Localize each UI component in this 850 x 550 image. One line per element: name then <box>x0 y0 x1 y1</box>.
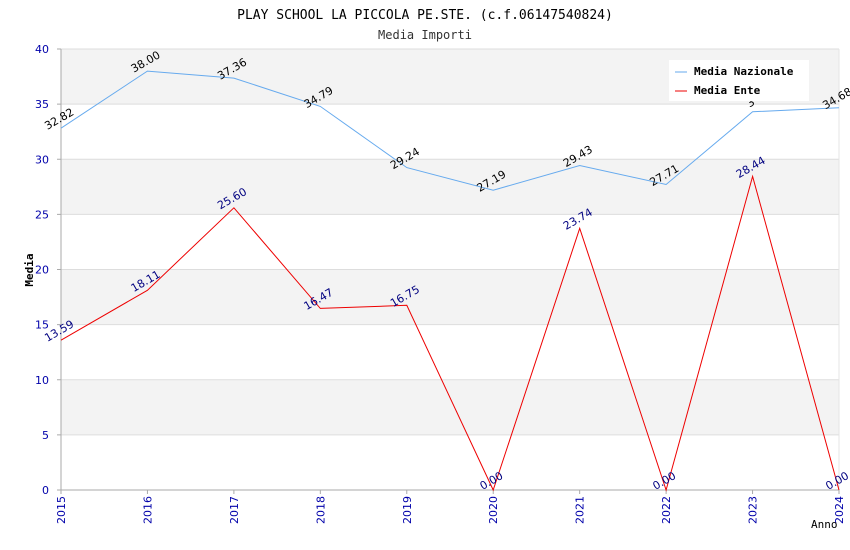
chart-subtitle: Media Importi <box>378 28 472 42</box>
y-tick-label: 20 <box>35 264 49 277</box>
x-tick-label: 2021 <box>574 496 587 524</box>
axes: 0 5 10 15 20 25 30 35 40 2015 2016 2017 2018 2019 2020… <box>35 43 846 524</box>
plot-band <box>61 269 839 325</box>
y-tick-label: 5 <box>42 429 49 442</box>
x-tick-label: 2019 <box>401 496 414 524</box>
x-tick-label: 2015 <box>55 496 68 524</box>
series-line-media-ente <box>60 174 840 492</box>
x-tick-label: 2017 <box>228 496 241 524</box>
plot-band <box>61 379 839 435</box>
series-lines <box>60 70 840 492</box>
data-label: 0.00 <box>478 469 506 493</box>
y-tick-label: 35 <box>35 98 49 111</box>
x-tick-label: 2020 <box>487 496 500 524</box>
series-line-media-nazionale <box>60 70 840 191</box>
legend-label-media-ente: Media Ente <box>694 84 761 97</box>
legend-box <box>669 60 809 101</box>
plot-band <box>61 159 839 215</box>
legend: Media Nazionale Media Ente <box>669 60 809 101</box>
x-axis-label: Anno <box>811 518 838 531</box>
y-axis-label: Media <box>23 253 36 286</box>
x-tick-label: 2018 <box>314 496 327 524</box>
data-label: 0.00 <box>651 469 679 493</box>
chart-title: PLAY SCHOOL LA PICCOLA PE.STE. (c.f.0614… <box>237 8 613 23</box>
plot-bands <box>61 49 839 435</box>
data-label: 0.00 <box>823 469 850 493</box>
x-tick-label: 2022 <box>660 496 673 524</box>
y-tick-label: 10 <box>35 374 49 387</box>
y-tick-label: 25 <box>35 208 49 221</box>
y-tick-label: 15 <box>35 319 49 332</box>
x-tick-label: 2024 <box>833 496 846 524</box>
y-tick-label: 30 <box>35 153 49 166</box>
legend-label-media-nazionale: Media Nazionale <box>694 65 794 78</box>
y-tick-label: 0 <box>42 484 49 497</box>
y-tick-label: 40 <box>35 43 49 56</box>
x-tick-label: 2023 <box>747 496 760 524</box>
x-tick-label: 2016 <box>141 496 154 524</box>
